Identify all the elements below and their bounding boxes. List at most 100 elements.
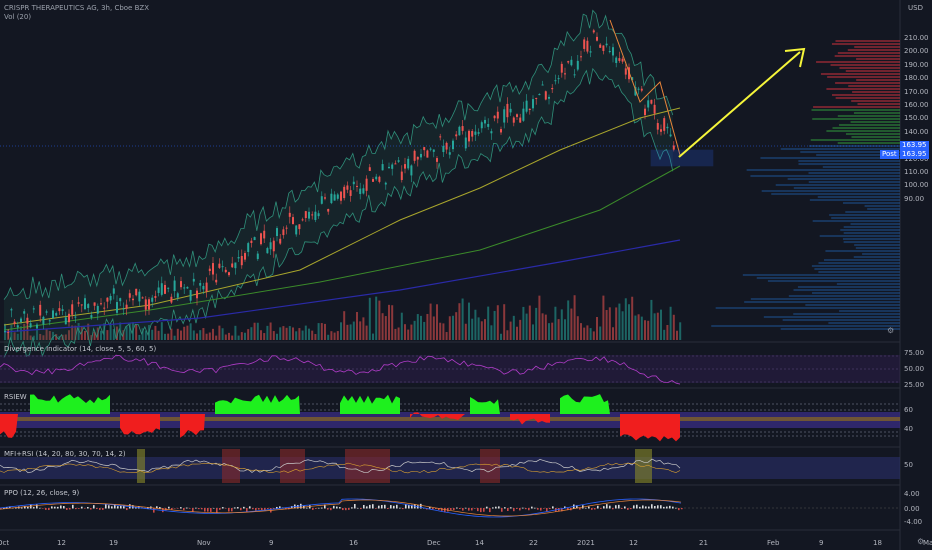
ma-olive — [3, 107, 681, 326]
volume-bar — [426, 313, 429, 340]
ppo-signal — [0, 499, 682, 517]
candle-body — [400, 171, 403, 180]
candle-body — [148, 299, 150, 310]
rsiew-red-area — [180, 414, 205, 438]
ppo-histogram-bar — [579, 508, 581, 510]
ppo-histogram-bar — [453, 508, 455, 511]
volume-bar — [599, 326, 602, 340]
volume-profile-bar — [835, 82, 900, 84]
candle-body — [602, 45, 605, 51]
ppo-histogram-bar — [105, 504, 107, 509]
volume-profile-bar — [855, 247, 900, 249]
candle-body — [618, 58, 621, 61]
ppo-histogram-bar — [525, 508, 527, 510]
volume-bar — [612, 327, 614, 340]
volume-bar — [42, 335, 45, 340]
volume-bar — [375, 296, 378, 340]
candle-body — [128, 293, 131, 298]
volume-profile-bar — [829, 214, 900, 216]
mfi-pane-label[interactable]: MFI+RSI (14, 20, 80, 30, 70, 14, 2) — [4, 450, 126, 458]
candle-body — [394, 163, 397, 165]
settings-icon[interactable]: ⚙ — [887, 326, 895, 335]
candle-body — [551, 87, 554, 90]
candle-body — [378, 176, 381, 182]
ppo-histogram-bar — [192, 508, 194, 512]
volume-profile-bar — [824, 259, 900, 261]
volume-bar — [448, 316, 451, 340]
mfi-tick-50: 50 — [904, 461, 913, 469]
time-tick: 16 — [349, 539, 358, 547]
ppo-histogram-bar — [462, 508, 464, 511]
ppo-histogram-bar — [330, 508, 332, 511]
divergence-pane-label[interactable]: Divergence Indicator (14, close, 5, 5, 6… — [4, 345, 157, 353]
volume-profile-bar — [808, 172, 900, 174]
rsiew-pane-label[interactable]: RSIEW — [4, 393, 27, 401]
volume-profile-bar — [836, 283, 900, 285]
ppo-histogram-bar — [591, 508, 593, 510]
volume-bar — [250, 327, 253, 340]
currency-label[interactable]: USD — [908, 4, 923, 12]
volume-bar — [605, 310, 608, 340]
ppo-histogram-bar — [312, 508, 314, 510]
gear-icon[interactable]: ⚙ — [917, 537, 925, 546]
ppo-histogram-bar — [636, 504, 638, 509]
ppo-histogram-bar — [498, 506, 500, 509]
ppo-histogram-bar — [27, 506, 29, 509]
ppo-histogram-bar — [339, 507, 341, 509]
ppo-histogram-bar — [60, 505, 62, 509]
volume-profile-bar — [835, 97, 900, 99]
volume-bar — [528, 305, 531, 340]
ppo-histogram-bar — [678, 508, 680, 511]
candle-body — [596, 36, 598, 41]
ppo-line — [0, 498, 682, 518]
candle-body — [103, 307, 106, 309]
ppo-histogram-bar — [642, 505, 644, 509]
ppo-histogram-bar — [348, 508, 350, 510]
candle-body — [4, 331, 6, 333]
candle-body — [564, 73, 566, 75]
volume-bar — [644, 320, 646, 340]
candle-body — [125, 304, 128, 309]
ppo-histogram-bar — [510, 507, 512, 509]
candle-body — [608, 50, 611, 52]
ppo-histogram-bar — [630, 508, 632, 510]
volume-bar — [656, 312, 659, 340]
volume-bar — [208, 332, 211, 340]
volume-bar — [45, 329, 48, 340]
candle-body — [32, 308, 35, 310]
volume-bar — [90, 335, 93, 340]
candle-body — [429, 148, 432, 150]
ppo-histogram-bar — [441, 508, 443, 511]
volume-bar — [244, 332, 246, 340]
ppo-pane-label[interactable]: PPO (12, 26, close, 9) — [4, 489, 80, 497]
price-tick: 160.00 — [904, 101, 929, 109]
candle-body — [196, 290, 198, 299]
time-tick: 14 — [475, 539, 484, 547]
ppo-histogram-bar — [600, 508, 602, 509]
candle-body — [164, 284, 166, 294]
candle-body — [327, 208, 330, 212]
ppo-histogram-bar — [681, 508, 683, 510]
ppo-histogram-bar — [654, 505, 656, 509]
candle-body — [544, 91, 547, 100]
candle-body — [474, 131, 477, 135]
ppo-histogram-bar — [528, 508, 530, 511]
volume-bar — [266, 325, 269, 340]
volume-profile-bar — [827, 76, 900, 78]
rsi-line — [0, 462, 681, 474]
volume-bar — [333, 332, 336, 340]
candle-body — [189, 289, 192, 301]
volume-profile-bar — [825, 250, 900, 252]
ppo-histogram-bar — [0, 508, 2, 510]
ppo-histogram-bar — [21, 507, 23, 509]
volume-bar — [160, 322, 163, 340]
volume-bar — [327, 334, 330, 340]
ppo-histogram-bar — [108, 505, 110, 509]
ppo-histogram-bar — [255, 508, 257, 511]
ppo-histogram-bar — [390, 505, 392, 509]
rsiew-green-area — [30, 394, 110, 414]
volume-bar — [557, 319, 560, 340]
volume-bar — [564, 319, 566, 340]
